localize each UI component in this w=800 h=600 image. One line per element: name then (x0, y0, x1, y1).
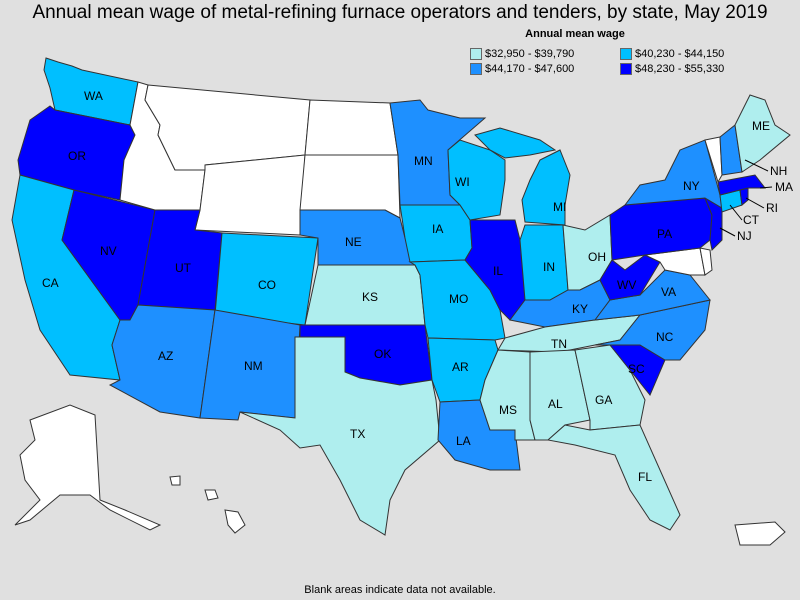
label-AZ: AZ (158, 349, 173, 363)
state-WY[interactable] (194, 154, 306, 236)
label-PA: PA (657, 227, 672, 241)
label-KS: KS (362, 290, 378, 304)
legend-item-bin3: $44,170 - $47,600 (470, 63, 620, 75)
label-UT: UT (175, 261, 192, 275)
state-labels: WA OR CA NV UT AZ CO NM NE KS OK TX MN I… (42, 89, 793, 484)
label-NY: NY (683, 179, 700, 193)
label-LA: LA (456, 434, 471, 448)
state-NC[interactable] (594, 299, 711, 361)
label-IA: IA (432, 222, 443, 236)
label-NH: NH (770, 164, 787, 178)
label-ME: ME (752, 119, 770, 133)
label-RI: RI (766, 201, 778, 215)
label-KY: KY (572, 302, 588, 316)
state-ND[interactable] (304, 99, 399, 156)
state-NY[interactable] (623, 139, 723, 209)
footnote: Blank areas indicate data not available. (304, 584, 496, 596)
label-TN: TN (551, 337, 567, 351)
label-AL: AL (548, 397, 563, 411)
label-OH: OH (588, 250, 606, 264)
label-VA: VA (661, 285, 676, 299)
label-WA: WA (84, 89, 103, 103)
label-WI: WI (455, 175, 470, 189)
label-CO: CO (258, 278, 276, 292)
legend-swatch-bin1 (470, 48, 482, 60)
legend-item-bin4: $48,230 - $55,330 (620, 63, 770, 75)
label-MA: MA (775, 180, 793, 194)
label-SC: SC (628, 362, 645, 376)
state-HI-2[interactable] (204, 489, 219, 501)
state-HI-1[interactable] (224, 509, 246, 534)
state-HI-3[interactable] (169, 475, 181, 486)
state-RI[interactable] (739, 187, 749, 206)
state-TX[interactable] (239, 336, 441, 536)
legend-swatch-bin2 (620, 48, 632, 60)
legend-swatch-bin4 (620, 63, 632, 75)
map-title: Annual mean wage of metal-refining furna… (32, 2, 768, 23)
label-NC: NC (656, 330, 674, 344)
label-WV: WV (617, 278, 636, 292)
legend-title: Annual mean wage (525, 28, 625, 40)
state-MA[interactable] (717, 174, 767, 196)
leader-lines (719, 159, 773, 237)
legend-label-bin3: $44,170 - $47,600 (485, 63, 575, 75)
label-IN: IN (543, 260, 555, 274)
label-MS: MS (499, 403, 517, 417)
label-OR: OR (68, 149, 86, 163)
state-AK[interactable] (14, 404, 162, 531)
label-MN: MN (414, 154, 433, 168)
state-SD[interactable] (299, 154, 401, 219)
state-IL[interactable] (464, 219, 526, 321)
legend-label-bin2: $40,230 - $44,150 (635, 48, 725, 60)
legend-item-bin2: $40,230 - $44,150 (620, 48, 770, 60)
state-WI[interactable] (447, 139, 506, 221)
legend-label-bin4: $48,230 - $55,330 (635, 63, 725, 75)
label-CT: CT (743, 213, 760, 227)
label-FL: FL (638, 470, 652, 484)
label-CA: CA (42, 276, 59, 290)
state-FL[interactable] (546, 424, 681, 531)
label-NV: NV (100, 244, 117, 258)
label-MO: MO (449, 292, 468, 306)
label-TX: TX (350, 427, 365, 441)
legend: Annual mean wage $32,950 - $39,790 $40,2… (470, 28, 770, 75)
state-PR[interactable] (734, 521, 786, 546)
label-MI: MI (553, 200, 566, 214)
state-DE[interactable] (699, 247, 713, 276)
label-NE: NE (345, 235, 362, 249)
state-ME[interactable] (734, 94, 791, 173)
legend-label-bin1: $32,950 - $39,790 (485, 48, 575, 60)
label-AR: AR (452, 360, 469, 374)
label-NJ: NJ (737, 229, 752, 243)
label-OK: OK (374, 347, 391, 361)
legend-swatch-bin3 (470, 63, 482, 75)
label-GA: GA (595, 393, 612, 407)
state-MI-UP[interactable] (474, 127, 557, 159)
legend-item-bin1: $32,950 - $39,790 (470, 48, 620, 60)
label-NM: NM (244, 359, 263, 373)
label-IL: IL (493, 264, 503, 278)
